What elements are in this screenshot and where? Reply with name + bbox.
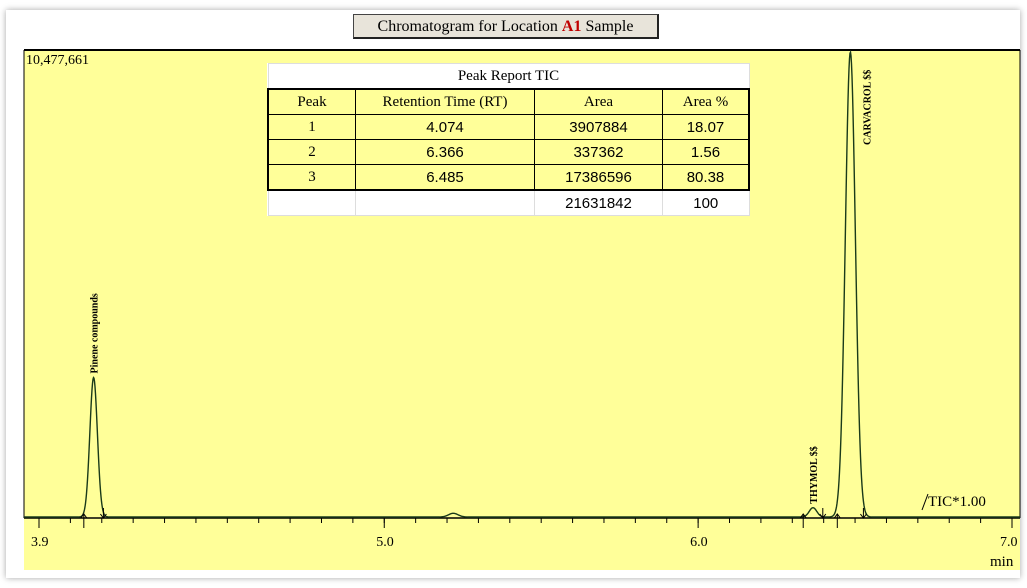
- peak-report-table: Peak Report TIC Peak Retention Time (RT)…: [267, 63, 750, 216]
- title-location: A1: [561, 18, 582, 35]
- peak-markers: [80, 508, 867, 528]
- x-tick-label: 7.0: [1000, 535, 1018, 550]
- x-tick-label: 6.0: [690, 535, 708, 550]
- title-prefix: Chromatogram for Location: [377, 18, 558, 35]
- peak-boundary-arrow: [80, 513, 88, 519]
- peak-labels: Pinene compounds THYMOL $$ CARVACROL $$: [90, 70, 874, 504]
- x-axis-unit-label: min: [990, 554, 1014, 570]
- chart-title: Chromatogram for Location A1 Sample: [353, 14, 659, 39]
- title-suffix: Sample: [585, 18, 634, 35]
- table-cell: 18.07: [662, 114, 750, 140]
- table-cell: 17386596: [534, 164, 663, 191]
- table-cell: 4.074: [355, 114, 535, 140]
- header-area-pct: Area %: [662, 88, 750, 115]
- trace-label: TIC*1.00: [928, 494, 986, 510]
- table-cell: 2: [267, 139, 356, 165]
- peak-boundary-arrow: [799, 513, 807, 519]
- y-max-label: 10,477,661: [26, 53, 89, 68]
- table-cell: 337362: [534, 139, 663, 165]
- table-total-cell: [267, 189, 356, 216]
- x-axis-ticks: 3.9 5.0 6.0 7.0: [31, 518, 1018, 550]
- peak-label: Pinene compounds: [90, 293, 101, 373]
- peak-boundary-arrow: [833, 513, 841, 519]
- table-cell: 1.56: [662, 139, 750, 165]
- peak-boundary-arrow: [100, 513, 107, 519]
- header-peak: Peak: [267, 88, 356, 115]
- x-tick-label: 3.9: [31, 535, 49, 550]
- tic-trace: [24, 49, 1020, 518]
- table-cell: 1: [267, 114, 356, 140]
- peak-label: CARVACROL $$: [862, 70, 873, 145]
- peak-label: THYMOL $$: [809, 446, 820, 504]
- table-cell: 6.485: [355, 164, 535, 191]
- x-tick-label: 5.0: [376, 535, 394, 550]
- peak-boundary-arrow: [860, 513, 867, 519]
- header-area: Area: [534, 88, 663, 115]
- table-cell: 3: [267, 164, 356, 191]
- table-total-cell: 21631842: [534, 189, 663, 216]
- table-cell: 3907884: [534, 114, 663, 140]
- trace-label-tick: [921, 493, 929, 511]
- peak-report-caption: Peak Report TIC: [267, 63, 750, 90]
- table-total-cell: [355, 189, 535, 216]
- table-cell: 80.38: [662, 164, 750, 191]
- table-cell: 6.366: [355, 139, 535, 165]
- table-total-cell: 100: [662, 189, 750, 216]
- header-rt: Retention Time (RT): [355, 88, 535, 115]
- peak-boundary-arrow: [819, 513, 827, 519]
